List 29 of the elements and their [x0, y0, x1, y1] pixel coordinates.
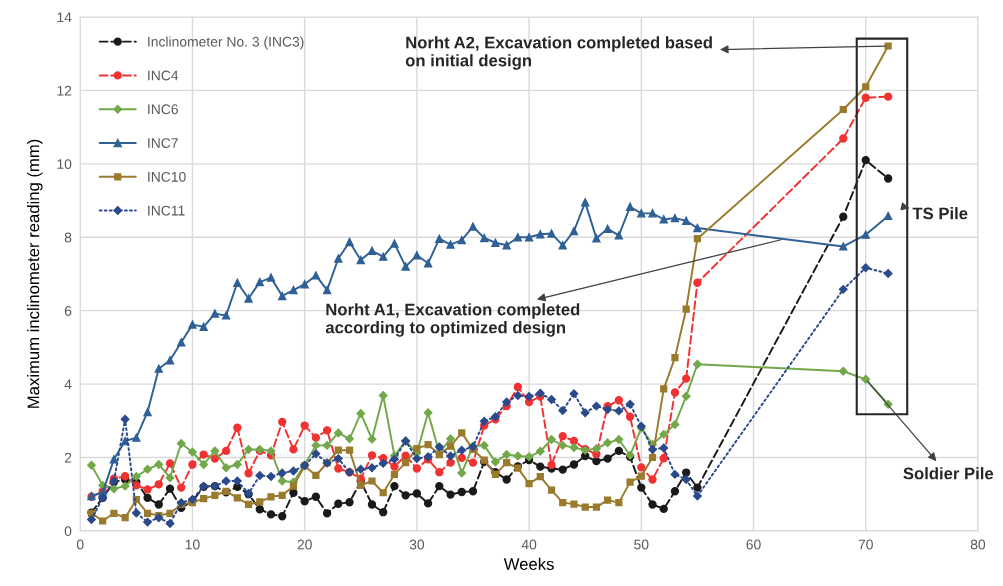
- legend-label: INC7: [148, 138, 178, 148]
- x-tick-label: 60: [746, 539, 761, 550]
- x-tick-label: 30: [409, 539, 425, 550]
- legend-label: INC10: [148, 171, 186, 182]
- x-tick-label: 50: [634, 539, 649, 550]
- x-tick-label: 0: [76, 539, 84, 550]
- x-tick-label: 70: [858, 539, 873, 550]
- annotation: Soldier Pile: [903, 467, 994, 480]
- y-tick-label: 0: [64, 526, 72, 537]
- x-tick-label: 80: [970, 539, 986, 550]
- x-tick-label: 20: [297, 539, 312, 550]
- annotation: TS Pile: [912, 207, 968, 220]
- legend-label: INC11: [148, 205, 185, 216]
- y-tick-label: 6: [64, 306, 72, 316]
- legend-label: INC4: [148, 70, 179, 81]
- x-tick-label: 10: [185, 539, 200, 550]
- y-tick-label: 12: [57, 85, 72, 96]
- y-tick-label: 4: [64, 379, 72, 390]
- annotation: Norht A2, Excavation completed based on initial design: [405, 36, 712, 70]
- y-tick-label: 10: [57, 159, 72, 169]
- y-tick-label: 8: [64, 232, 72, 243]
- x-axis-title: Weeks: [503, 557, 554, 570]
- annotation: Norht A1, Excavation completed according to optimized design: [325, 303, 580, 337]
- x-tick-label: 40: [521, 539, 537, 550]
- y-tick-label: 14: [57, 12, 72, 23]
- y-tick-label: 2: [64, 452, 72, 463]
- y-axis-title: Maximum inclinometer reading (mm): [27, 139, 43, 408]
- legend-label: INC6: [148, 104, 178, 115]
- legend-label: Inclinometer No. 3 (INC3): [148, 36, 304, 50]
